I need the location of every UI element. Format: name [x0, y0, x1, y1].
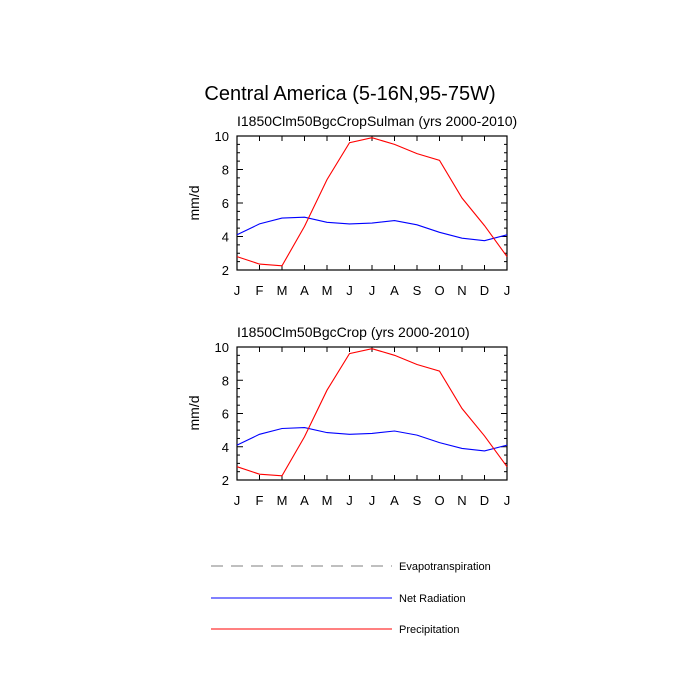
legend-label-net-radiation: Net Radiation [399, 593, 466, 605]
x-tick-label: N [457, 283, 466, 298]
y-tick-label: 6 [222, 196, 229, 211]
y-tick-label: 2 [222, 473, 229, 488]
x-tick-label: F [256, 493, 264, 508]
x-tick-label: J [346, 493, 353, 508]
x-tick-label: J [504, 283, 511, 298]
x-tick-label: O [434, 283, 444, 298]
x-tick-label: M [277, 493, 288, 508]
figure-title: Central America (5-16N,95-75W) [204, 83, 495, 105]
y-tick-label: 4 [222, 440, 229, 455]
x-tick-label: M [322, 283, 333, 298]
series-line-precipitation [236, 137, 508, 267]
legend-label-precipitation: Precipitation [399, 624, 460, 636]
y-tick-label: 10 [215, 340, 229, 355]
x-tick-label: J [346, 283, 353, 298]
panel-top: I1850Clm50BgcCropSulman (yrs 2000-2010) … [186, 113, 517, 298]
x-tick-label: S [413, 283, 422, 298]
x-tick-label: J [369, 493, 376, 508]
legend-label-evapotranspiration: Evapotranspiration [399, 561, 491, 573]
y-tick-label: 4 [222, 230, 229, 245]
y-tick-label: 8 [222, 163, 229, 178]
panel-title: I1850Clm50BgcCropSulman (yrs 2000-2010) [237, 113, 517, 129]
y-tick-label: 10 [215, 129, 229, 144]
y-tick-label: 2 [222, 263, 229, 278]
x-tick-label: J [504, 493, 511, 508]
x-tick-label: A [300, 283, 309, 298]
x-tick-label: A [300, 493, 309, 508]
x-tick-label: A [390, 493, 399, 508]
x-tick-label: J [234, 493, 241, 508]
x-tick-label: D [480, 493, 489, 508]
x-tick-label: O [434, 493, 444, 508]
x-tick-label: M [322, 493, 333, 508]
y-tick-label: 8 [222, 373, 229, 388]
panel-title: I1850Clm50BgcCrop (yrs 2000-2010) [237, 324, 470, 340]
series-line-net-radiation [236, 216, 508, 242]
series-line-net-radiation [236, 427, 508, 452]
legend: Evapotranspiration Net Radiation Precipi… [211, 561, 491, 636]
x-tick-label: F [256, 283, 264, 298]
y-tick-label: 6 [222, 407, 229, 422]
panel-bottom: I1850Clm50BgcCrop (yrs 2000-2010) mm/d J… [186, 324, 510, 508]
x-tick-label: A [390, 283, 399, 298]
x-tick-label: D [480, 283, 489, 298]
y-axis-label: mm/d [186, 396, 202, 431]
x-tick-label: J [369, 283, 376, 298]
x-tick-label: J [234, 283, 241, 298]
series-line-precipitation [236, 348, 508, 477]
x-tick-label: N [457, 493, 466, 508]
y-axis-label: mm/d [186, 186, 202, 221]
x-tick-label: M [277, 283, 288, 298]
x-tick-label: S [413, 493, 422, 508]
